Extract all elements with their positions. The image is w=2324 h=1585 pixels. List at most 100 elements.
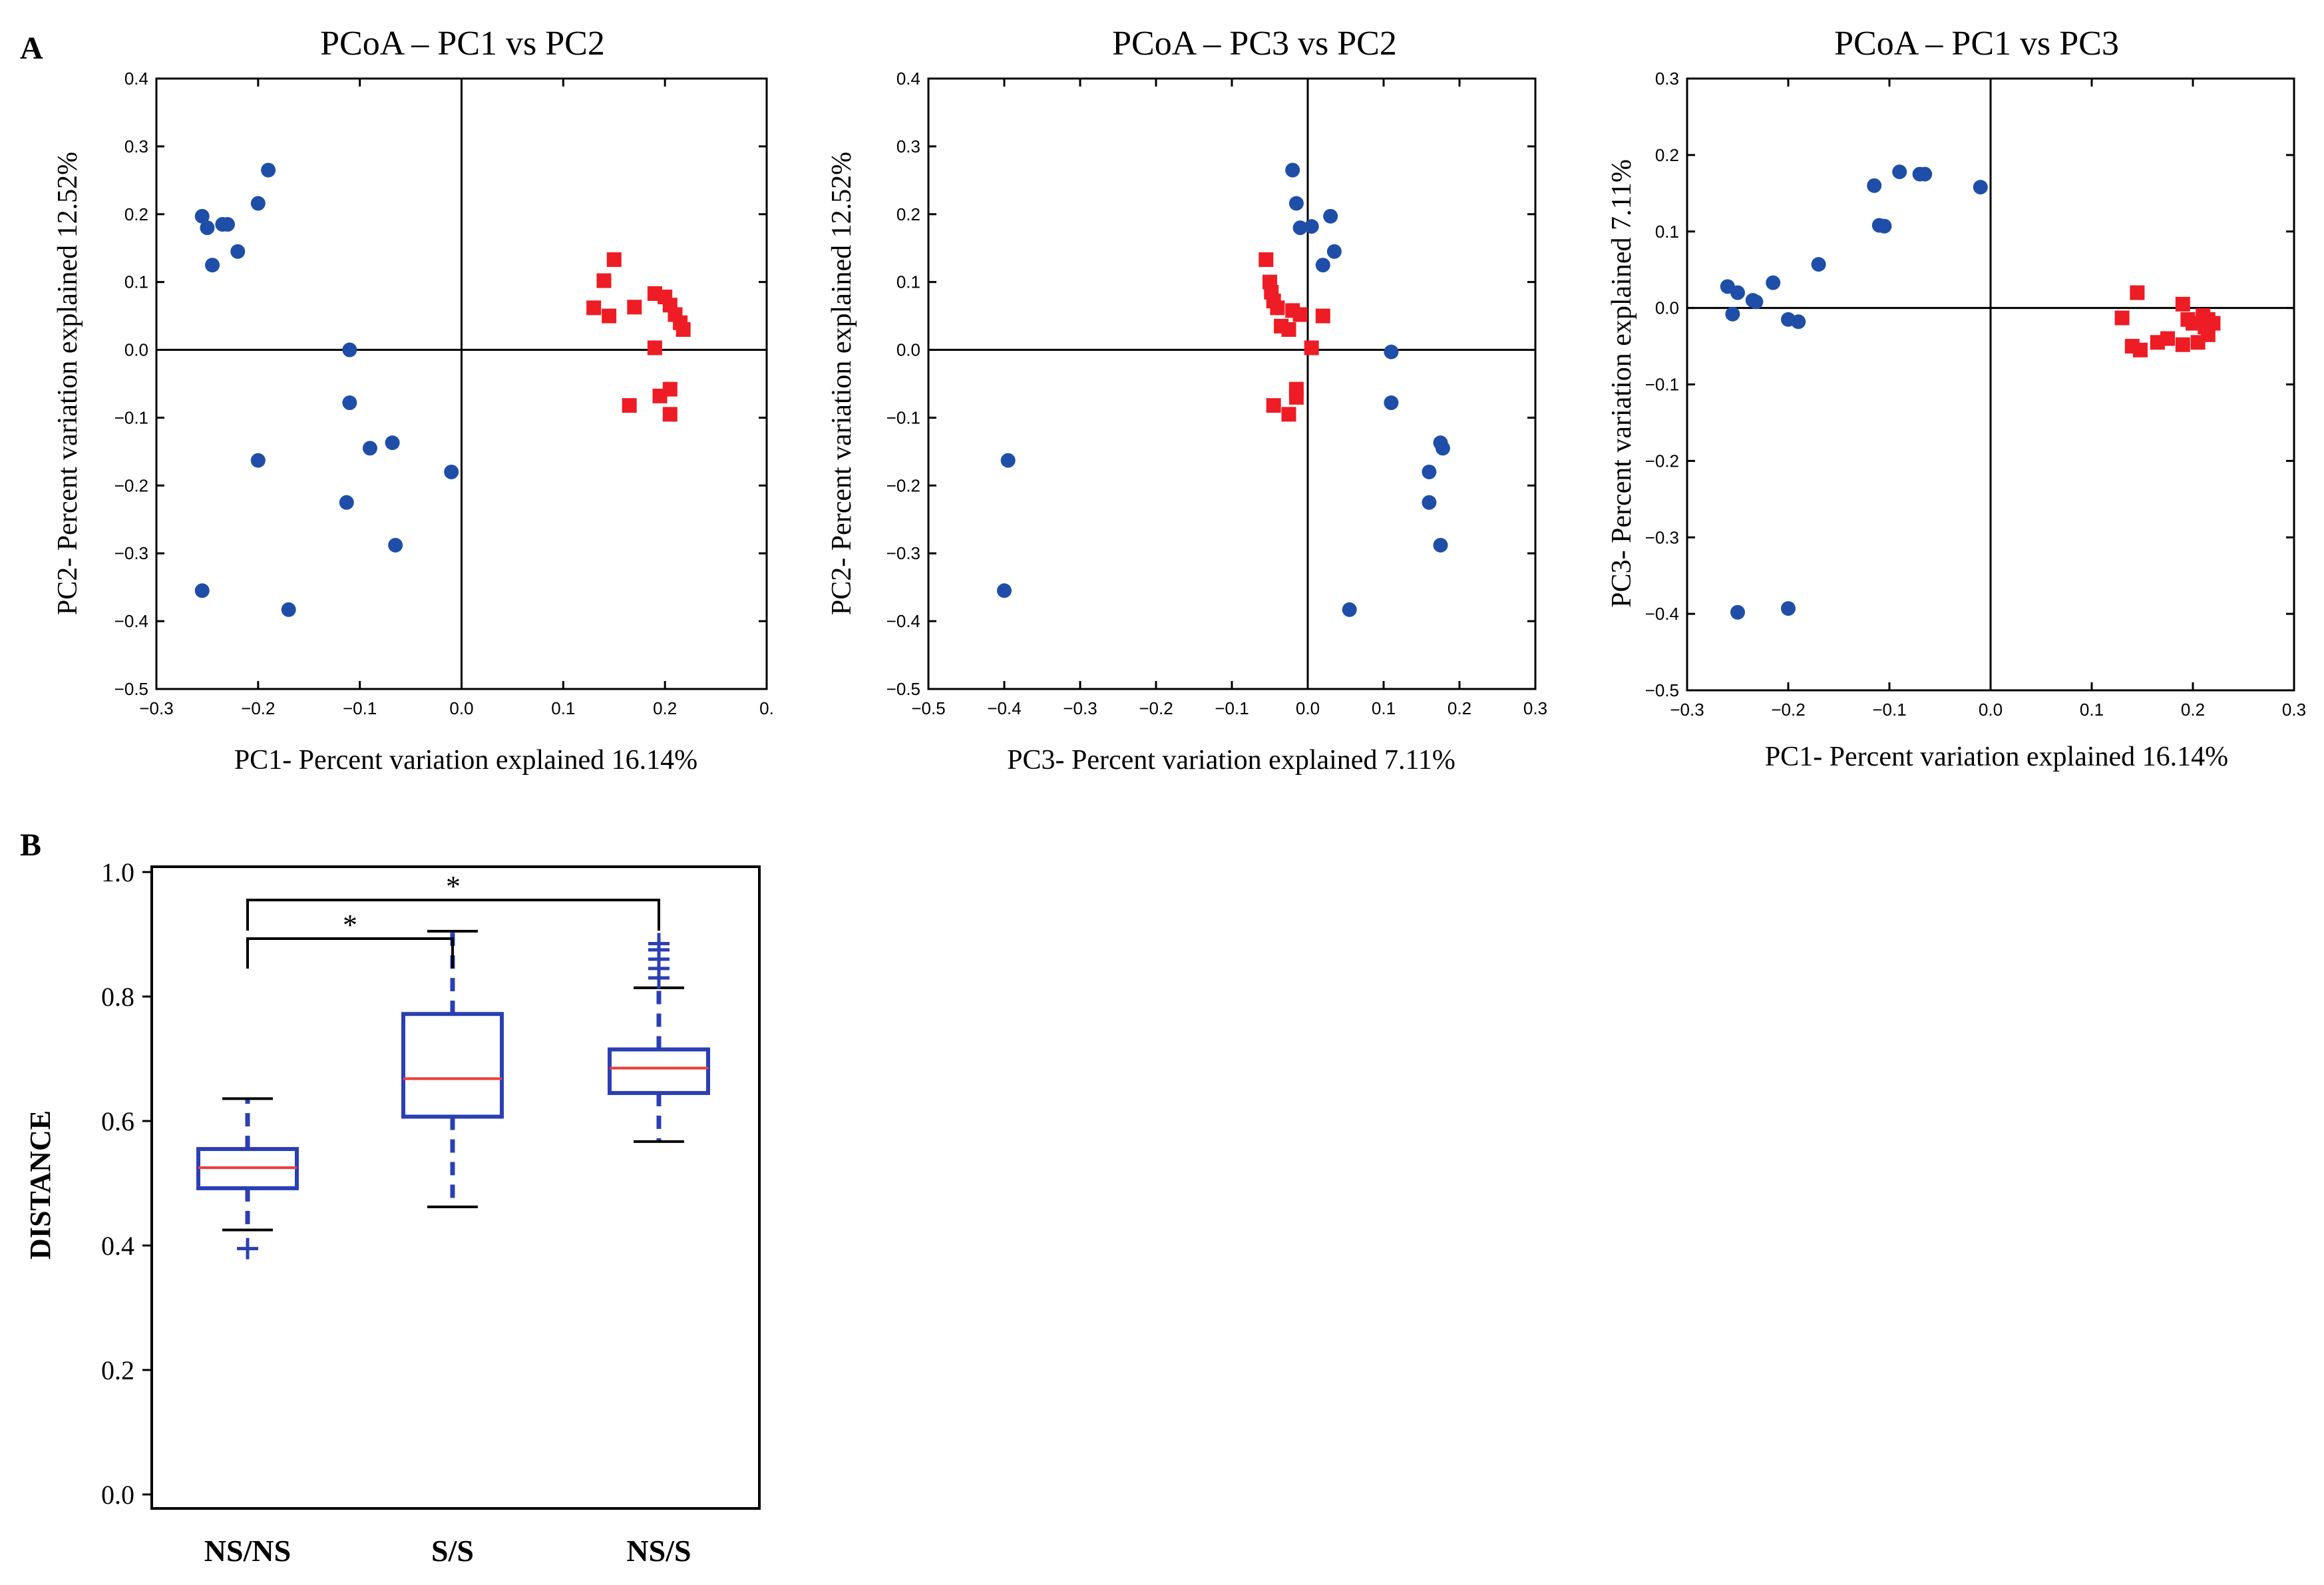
x-tick-label: −0.3 [139,698,173,718]
significance-star: * [343,909,357,941]
point-blue-circle [194,583,210,598]
axis-ticks: −0.5 −0.4 −0.3 −0.2 −0.1 0.0 0.1 0.2 0.3 −0.5 −0.4… [886,69,1547,718]
y-tick-label: −0.2 [886,475,920,495]
x-tick-label: 0.1 [2080,700,2104,720]
panel-label-a: A [20,31,43,66]
x-tick-label: −0.2 [1771,700,1805,720]
x-axis-label: PC1- Percent variation explained 16.14% [1765,742,2228,772]
point-blue-circle [1292,220,1308,236]
point-red-square [1281,407,1296,422]
y-tick-label: 0.2 [124,204,148,224]
x-tick-label: −0.1 [1872,700,1906,720]
x-axis-label: PC3- Percent variation explained 7.11% [1007,745,1455,776]
point-blue-circle [1323,208,1338,224]
point-red-square [1288,381,1304,397]
significance-bracket: * [246,909,454,969]
point-blue-circle [1422,464,1437,479]
x-tick-label: 0.0 [1979,700,2003,720]
y-tick-label: 0.0 [896,340,920,360]
point-blue-circle [200,220,215,236]
point-red-square [2160,331,2175,346]
plot-frame [927,77,1537,690]
box-marks: ** [196,870,710,1259]
point-blue-circle [1285,162,1300,178]
y-tick-label: 0.2 [896,204,920,224]
y-tick-label: 0.1 [1655,222,1679,242]
y-axis-label: PC3- Percent variation explained 7.11% [1607,159,1637,608]
point-blue-circle [385,435,400,451]
y-tick-label: 0.0 [1655,298,1679,318]
point-blue-circle [1811,257,1826,272]
point-blue-circle [250,196,266,211]
y-tick-label: −0.3 [886,543,920,563]
point-blue-circle [230,244,246,259]
point-red-square [676,322,691,337]
y-tick-label: 0.6 [101,1106,134,1136]
y-tick-label: −0.1 [886,407,920,427]
point-blue-circle [997,583,1012,598]
point-blue-circle [1304,219,1319,234]
point-blue-circle [281,602,296,617]
pcoa-pc1-vs-pc2-chart: PCoA – PC1 vs PC2 −0.3 −0.2 −0.1 0.0 0.1 0.2 0… [53,25,774,776]
point-blue-circle [1422,495,1437,510]
point-red-square [627,300,642,315]
point-blue-circle [362,441,377,456]
outlier-marker [648,933,670,955]
x-tick-label: −0.5 [911,698,945,718]
outlier-marker [237,1238,258,1259]
x-tick-label: 0.2 [2181,700,2205,720]
chart-title: PCoA – PC1 vs PC3 [1834,25,2119,63]
point-red-square [602,308,617,324]
point-blue-circle [1384,344,1399,359]
x-tick-label: −0.2 [241,698,275,718]
y-tick-label: −0.5 [114,679,148,699]
point-red-square [2130,285,2145,300]
point-blue-circle [1326,244,1342,259]
point-blue-circle [1435,441,1450,456]
axis-ticks: 0.0 0.2 0.4 0.6 0.8 1.0 NS/NS S/S NS/S [101,857,691,1568]
plot-frame [150,865,761,1510]
point-blue-circle [339,495,354,510]
point-blue-circle [1973,180,1988,195]
y-tick-label: 0.3 [124,136,148,156]
x-tick-label: −0.1 [1215,698,1249,718]
category-label: NS/NS [204,1534,291,1568]
point-blue-circle [1433,537,1448,553]
point-blue-circle [250,453,266,468]
y-tick-label: 0.1 [124,272,148,292]
iqr-box [401,1012,504,1119]
point-blue-circle [444,464,459,479]
point-red-square [1270,300,1285,316]
y-tick-label: −0.4 [886,611,920,631]
y-tick-label: −0.2 [114,475,148,495]
y-tick-label: −0.3 [1645,527,1679,547]
distance-boxplot-chart: 0.00.20.40.60.81.0NS/NS S/S NS/S ** DISTAN… [24,857,761,1568]
point-blue-circle [1867,178,1882,193]
y-tick-label: 1.0 [101,857,134,887]
point-red-square [1315,308,1330,324]
y-tick-label: 0.0 [101,1480,134,1510]
y-tick-label: −0.4 [1645,604,1679,624]
x-tick-label: 0.3 [2282,700,2306,720]
point-blue-circle [220,217,235,232]
point-blue-circle [342,342,357,357]
x-tick-label: −0.3 [1670,700,1704,720]
point-blue-circle [1730,604,1745,620]
category-label: S/S [431,1534,474,1568]
y-tick-label: 0.2 [101,1355,134,1385]
y-tick-label: −0.1 [1645,375,1679,395]
x-tick-label: −0.4 [987,698,1021,718]
category-label: NS/S [626,1534,691,1568]
point-red-square [2175,296,2190,312]
x-axis-label: PC1- Percent variation explained 16.14% [234,745,697,776]
y-tick-label: −0.2 [1645,451,1679,471]
chart-title: PCoA – PC1 vs PC2 [320,25,605,63]
point-blue-circle [1877,218,1892,234]
y-tick-label: 0.3 [1655,69,1679,89]
y-tick-label: −0.1 [114,407,148,427]
iqr-box [608,1047,710,1095]
significance-bracket: * [246,870,660,931]
y-tick-label: 0.1 [896,272,920,292]
point-blue-circle [1342,602,1357,617]
point-red-square [2200,312,2216,327]
